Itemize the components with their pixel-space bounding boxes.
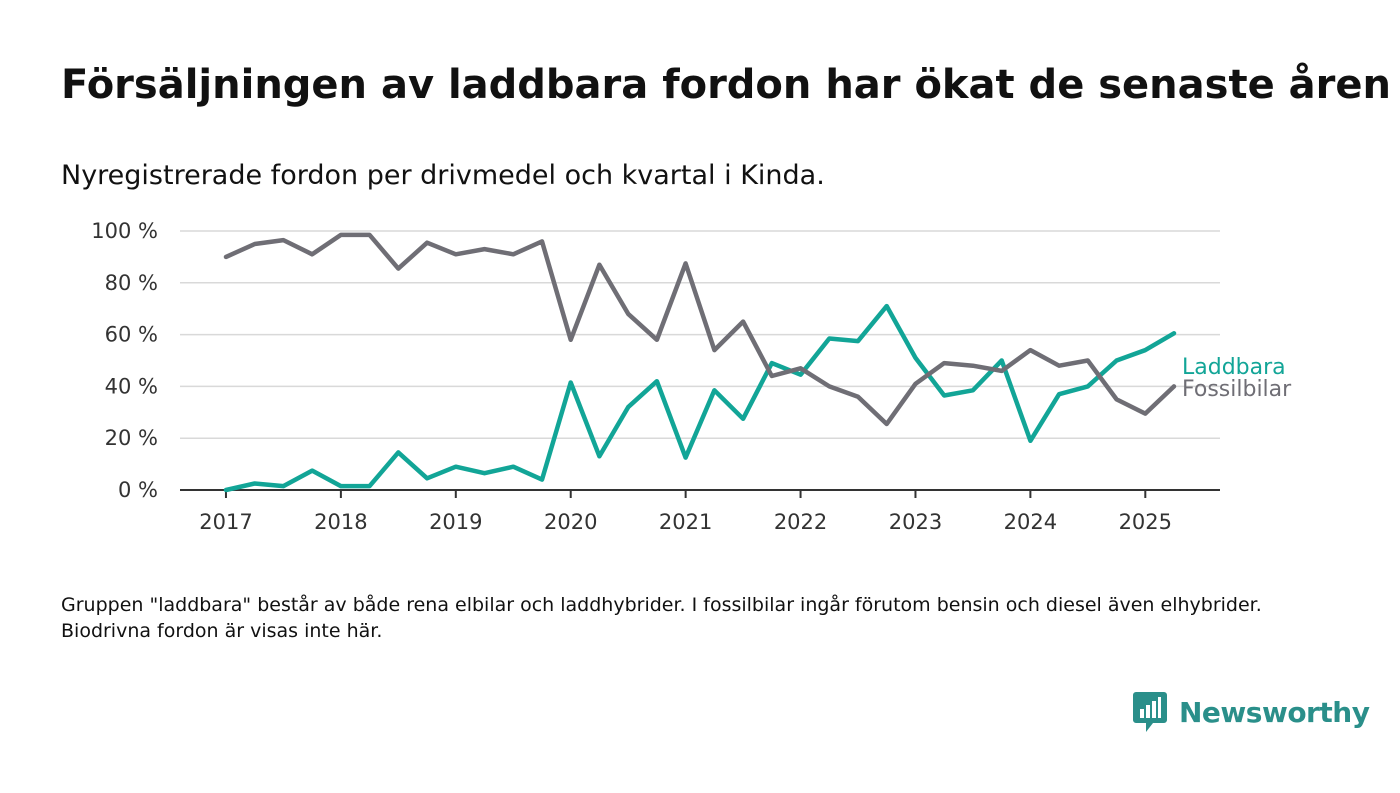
gridlines [180, 230, 1220, 439]
x-tick-label: 2019 [429, 510, 482, 534]
chart-subtitle: Nyregistrerade fordon per drivmedel och … [61, 160, 825, 191]
x-tick-label: 2018 [314, 510, 367, 534]
y-tick-label: 0 % [118, 478, 158, 502]
line-chart: 0 % 20 % 40 % 60 % 80 % 100 % 2017 2018 2019 202… [91, 219, 1292, 534]
series-label-fossilbilar: Fossilbilar [1182, 377, 1292, 402]
x-tick-label: 2021 [659, 510, 712, 534]
bar-chart-badge-icon [1133, 692, 1167, 732]
series-lines [223, 232, 1177, 493]
y-tick-label: 60 % [105, 323, 158, 347]
x-tick-label: 2025 [1119, 510, 1172, 534]
series-line-fossilbilar [223, 232, 1177, 427]
chart-title: Försäljningen av laddbara fordon har öka… [61, 62, 1391, 108]
y-tick-label: 40 % [105, 374, 158, 398]
x-tick-label: 2024 [1004, 510, 1057, 534]
x-tick-label: 2022 [774, 510, 827, 534]
y-tick-label: 80 % [105, 271, 158, 295]
x-tick-label: 2017 [199, 510, 252, 534]
series-line-laddbara [223, 303, 1177, 493]
x-tick-label: 2023 [889, 510, 942, 534]
brand-logo: Newsworthy [1133, 690, 1370, 734]
y-axis-ticks: 0 % 20 % 40 % 60 % 80 % 100 % [91, 219, 158, 502]
y-tick-label: 100 % [91, 219, 158, 243]
brand-name: Newsworthy [1179, 695, 1370, 729]
x-tick-label: 2020 [544, 510, 597, 534]
x-axis-ticks: 2017 2018 2019 2020 2021 2022 2023 2024 2025 [180, 489, 1220, 534]
footnote: Gruppen "laddbara" består av både rena e… [61, 594, 1262, 642]
y-tick-label: 20 % [105, 426, 158, 450]
series-label-laddbara: Laddbara [1182, 355, 1286, 380]
